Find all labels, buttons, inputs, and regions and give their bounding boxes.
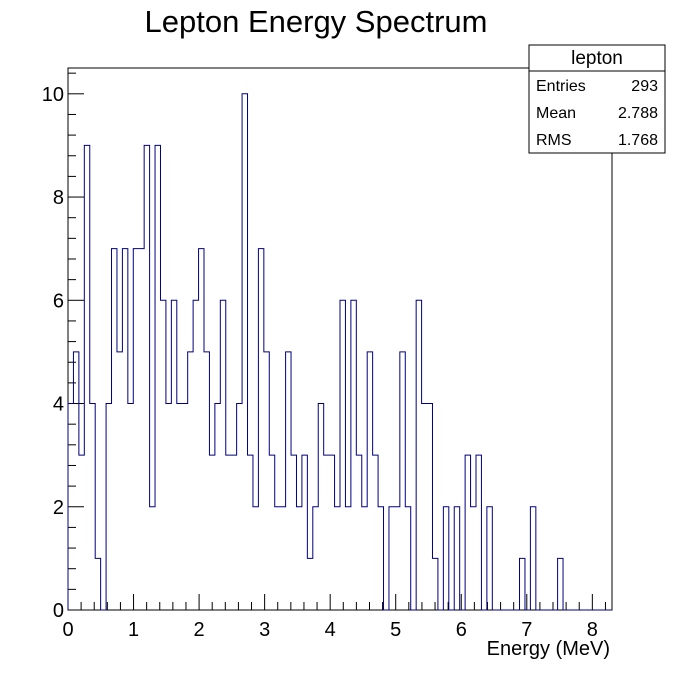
x-tick-label: 7 — [521, 619, 532, 641]
stats-rms-label: RMS — [536, 132, 572, 149]
x-tick-label: 3 — [259, 619, 270, 641]
x-tick-label: 4 — [325, 619, 336, 641]
y-tick-label: 6 — [53, 290, 64, 312]
y-tick-label: 8 — [53, 187, 64, 209]
stats-rms-value: 1.768 — [618, 132, 658, 149]
axis-tick-labels: 0 1 2 3 4 5 6 7 8 0 2 4 6 8 10 — [42, 84, 598, 641]
y-tick-label: 2 — [53, 497, 64, 519]
chart-title: Lepton Energy Spectrum — [145, 4, 488, 39]
x-tick-label: 0 — [62, 619, 73, 641]
histogram-series — [67, 93, 612, 611]
x-tick-label: 2 — [194, 619, 205, 641]
x-tick-label: 6 — [456, 619, 467, 641]
plot-frame — [67, 67, 613, 611]
stats-box-frame — [528, 44, 666, 154]
stats-mean-label: Mean — [536, 105, 576, 122]
x-axis-title: Energy (MeV) — [487, 638, 610, 660]
x-tick-label: 1 — [128, 619, 139, 641]
x-tick-label: 8 — [587, 619, 598, 641]
y-tick-label: 10 — [42, 84, 64, 106]
stats-mean-value: 2.788 — [618, 105, 658, 122]
stats-entries-label: Entries — [536, 78, 586, 95]
y-tick-label: 0 — [53, 600, 64, 622]
x-tick-label: 5 — [390, 619, 401, 641]
stats-entries-value: 293 — [631, 78, 658, 95]
y-tick-label: 4 — [53, 394, 64, 416]
stats-box: lepton Entries 293 Mean 2.788 RMS 1.768 — [528, 44, 666, 154]
stats-box-name: lepton — [571, 48, 623, 69]
